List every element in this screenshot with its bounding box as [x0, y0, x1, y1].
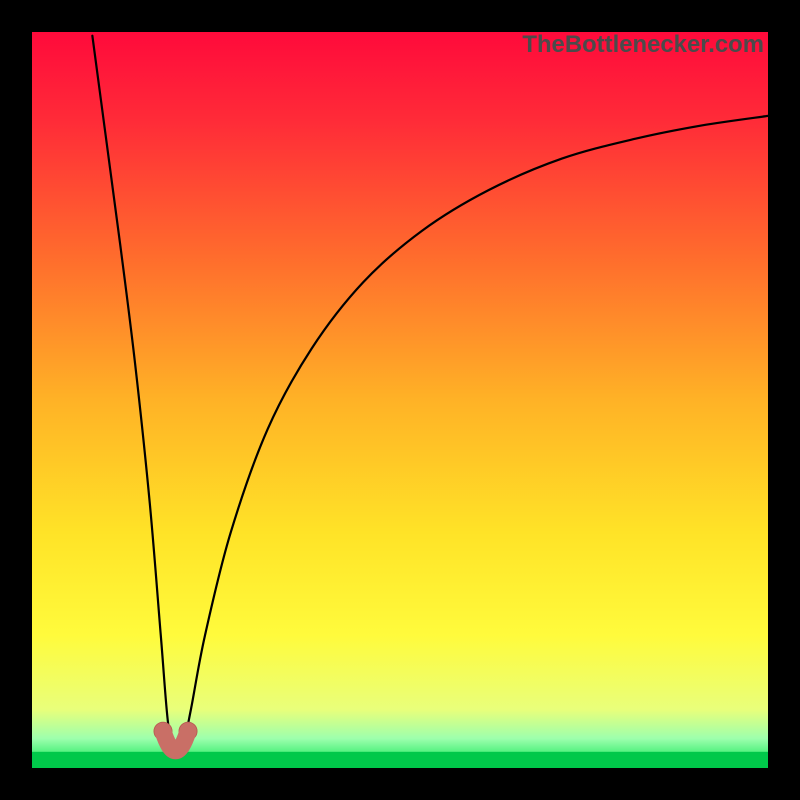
- bottom-band: [32, 752, 768, 768]
- watermark-text: TheBottlenecker.com: [522, 32, 764, 58]
- chart-svg: TheBottlenecker.com: [32, 32, 768, 768]
- gradient-background: [32, 32, 768, 768]
- plot-area: TheBottlenecker.com: [32, 32, 768, 768]
- chart-frame: TheBottlenecker.com: [0, 0, 800, 800]
